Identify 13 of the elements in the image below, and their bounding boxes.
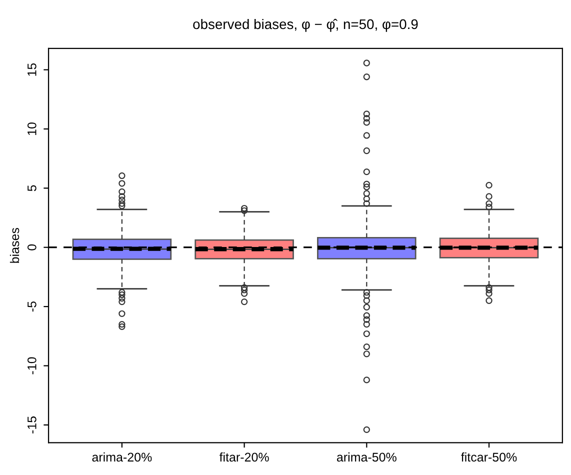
y-tick-label: -15 [28, 416, 36, 434]
y-tick-label: -10 [27, 357, 36, 374]
y-tick-label: -5 [28, 302, 36, 312]
x-tick-label: arima-20% [92, 452, 152, 462]
y-tick-label: 5 [28, 185, 36, 192]
x-tick-label: fitcar-50% [461, 452, 517, 462]
chart-title: observed biases, φ − φ̂, n=50, φ=0.9 [193, 18, 418, 32]
y-axis-title: biases [10, 228, 20, 263]
y-tick-label: 10 [27, 122, 36, 135]
y-tick-label: 15 [28, 63, 36, 76]
y-tick-label: 0 [27, 244, 36, 250]
x-tick-label: arima-50% [336, 452, 396, 462]
x-tick-label: fitar-20% [219, 452, 269, 462]
